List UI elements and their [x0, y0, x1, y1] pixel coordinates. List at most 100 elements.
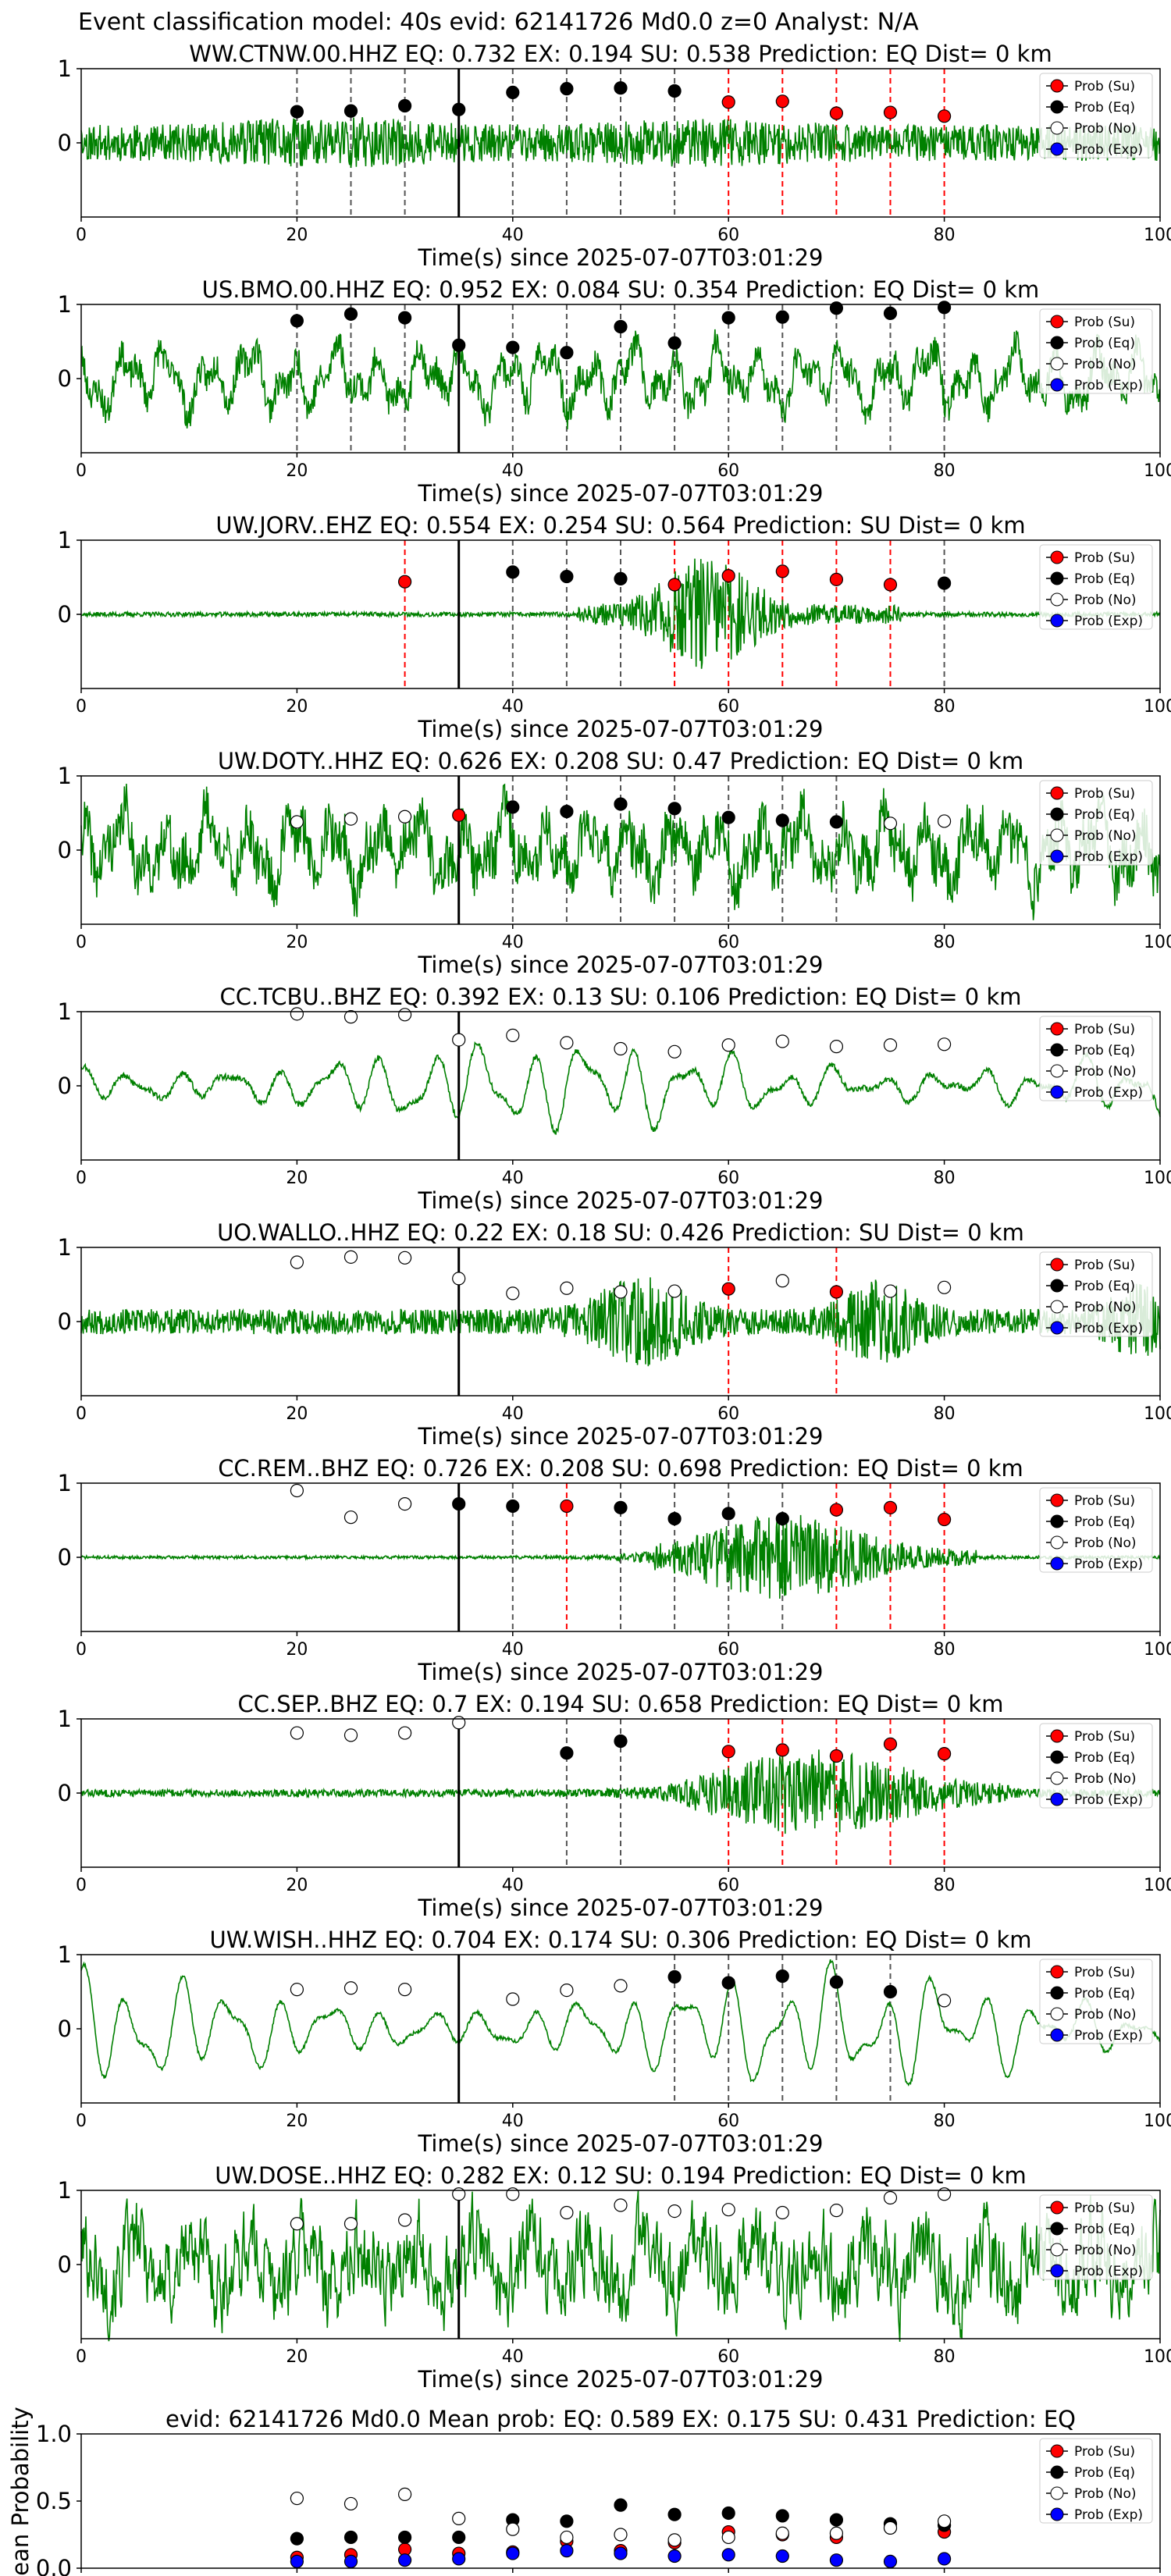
prob-point-eq — [560, 346, 574, 360]
x-tick-label: 0 — [76, 1404, 87, 1424]
legend-label-no: Prob (No) — [1074, 357, 1137, 372]
prob-point-eq — [506, 340, 520, 354]
y-tick-label: 1 — [58, 763, 72, 789]
prob-point-no — [343, 1510, 358, 1525]
mean-prob-point-no — [721, 2530, 735, 2545]
legend-marker-su — [1050, 550, 1064, 564]
legend-label-su: Prob (Su) — [1074, 1729, 1135, 1745]
x-tick-label: 60 — [717, 1876, 739, 1895]
prob-point-no — [397, 1983, 412, 1997]
x-tick-label: 60 — [717, 1640, 739, 1660]
x-axis-label: Time(s) since 2025-07-07T03:01:29 — [418, 1659, 824, 1685]
prob-point-no — [343, 1728, 358, 1742]
legend-label-su: Prob (Su) — [1074, 1258, 1135, 1273]
legend-marker-no — [1050, 1300, 1064, 1314]
prob-point-no — [290, 2217, 304, 2231]
legend-label-exp: Prob (Exp) — [1074, 2264, 1143, 2279]
prob-point-no — [560, 2205, 574, 2220]
legend-label-no: Prob (No) — [1074, 2486, 1137, 2502]
mean-prob-point-eq — [829, 2513, 844, 2527]
prob-point-no — [452, 1033, 466, 1047]
waveform-trace — [80, 1959, 1161, 2087]
prob-point-su — [397, 575, 412, 589]
chart-panel-5: CC.TCBU..BHZ EQ: 0.392 EX: 0.13 SU: 0.10… — [58, 984, 1171, 1214]
legend: Prob (Su) Prob (Eq) Prob (No) Prob (Exp) — [1039, 2194, 1153, 2280]
panel-title: UW.DOSE..HHZ EQ: 0.282 EX: 0.12 SU: 0.19… — [215, 2162, 1027, 2189]
prob-point-eq — [829, 815, 844, 829]
mean-prob-point-exp — [721, 2548, 735, 2562]
legend-label-su: Prob (Su) — [1074, 1493, 1135, 1509]
legend-marker-eq — [1050, 1986, 1064, 2000]
legend-label-eq: Prob (Eq) — [1074, 1750, 1135, 1766]
prob-point-no — [829, 2204, 844, 2218]
prob-point-no — [343, 1010, 358, 1024]
legend-label-eq: Prob (Eq) — [1074, 1514, 1135, 1530]
legend-frame — [1039, 780, 1153, 866]
mean-prob-point-no — [614, 2528, 628, 2542]
prob-point-eq — [775, 1969, 789, 1984]
prob-point-no — [343, 812, 358, 826]
legend-label-exp: Prob (Exp) — [1074, 1557, 1143, 1572]
legend-marker-exp — [1050, 2507, 1064, 2521]
prob-point-eq — [614, 319, 628, 334]
prob-point-eq — [560, 1746, 574, 1760]
legend-marker-eq — [1050, 2222, 1064, 2236]
x-tick-label: 0 — [76, 1169, 87, 1188]
prob-point-no — [343, 1250, 358, 1264]
legend-label-no: Prob (No) — [1074, 1771, 1137, 1787]
chart-panel-9: UW.WISH..HHZ EQ: 0.704 EX: 0.174 SU: 0.3… — [58, 1927, 1171, 2157]
prob-point-no — [775, 2205, 789, 2220]
waveform-trace — [80, 1749, 1161, 1834]
legend-label-eq: Prob (Eq) — [1074, 2465, 1135, 2481]
legend-frame — [1039, 1487, 1153, 1573]
prob-point-eq — [883, 1984, 898, 1999]
prob-point-su — [829, 572, 844, 586]
legend-marker-exp — [1050, 2028, 1064, 2042]
prob-point-eq — [343, 104, 358, 118]
x-axis-label: Time(s) since 2025-07-07T03:01:29 — [418, 1895, 824, 1921]
legend-label-eq: Prob (Eq) — [1074, 571, 1135, 587]
waveform-trace — [80, 1041, 1161, 1135]
legend: Prob (Su) Prob (Eq) Prob (No) Prob (Exp) — [1039, 1251, 1153, 1337]
legend-label-eq: Prob (Eq) — [1074, 336, 1135, 351]
legend-label-exp: Prob (Exp) — [1074, 849, 1143, 865]
x-axis-label: Time(s) since 2025-07-07T03:01:29 — [418, 244, 824, 271]
mean-prob-point-no — [775, 2526, 789, 2540]
prob-point-eq — [343, 307, 358, 321]
prob-point-eq — [397, 98, 412, 113]
legend-marker-su — [1050, 1493, 1064, 1507]
x-tick-label: 20 — [286, 461, 308, 481]
prob-point-no — [397, 1496, 412, 1511]
prob-point-eq — [937, 301, 952, 315]
mean-prob-point-no — [290, 2491, 304, 2506]
panel-title: US.BMO.00.HHZ EQ: 0.952 EX: 0.084 SU: 0.… — [202, 276, 1040, 303]
x-tick-label: 60 — [717, 697, 739, 717]
y-tick-label: 0 — [58, 601, 72, 628]
prob-point-su — [775, 564, 789, 578]
legend-label-no: Prob (No) — [1074, 828, 1137, 844]
y-tick-label: 1 — [58, 527, 72, 553]
prob-point-eq — [452, 338, 466, 352]
prob-point-su — [721, 568, 735, 583]
x-tick-label: 60 — [717, 1404, 739, 1424]
legend-frame — [1039, 2438, 1153, 2524]
legend-label-no: Prob (No) — [1074, 2243, 1137, 2258]
x-tick-label: 40 — [502, 1169, 524, 1188]
legend-marker-eq — [1050, 807, 1064, 821]
legend-label-eq: Prob (Eq) — [1074, 2222, 1135, 2237]
panels-container: WW.CTNW.00.HHZ EQ: 0.732 EX: 0.194 SU: 0… — [7, 41, 1171, 2576]
legend-marker-eq — [1050, 1750, 1064, 1764]
mean-prob-point-exp — [452, 2552, 466, 2566]
prob-point-no — [506, 2187, 520, 2201]
mean-prob-point-no — [343, 2496, 358, 2511]
x-tick-label: 40 — [502, 461, 524, 481]
prob-point-su — [452, 808, 466, 822]
prob-point-eq — [506, 800, 520, 814]
legend-marker-eq — [1050, 100, 1064, 114]
legend-label-exp: Prob (Exp) — [1074, 2507, 1143, 2523]
y-tick-label: 0 — [58, 837, 72, 863]
legend-marker-su — [1050, 786, 1064, 800]
chart-panel-10: UW.DOSE..HHZ EQ: 0.282 EX: 0.12 SU: 0.19… — [58, 2162, 1171, 2393]
prob-point-no — [775, 1274, 789, 1288]
prob-point-no — [614, 2198, 628, 2212]
